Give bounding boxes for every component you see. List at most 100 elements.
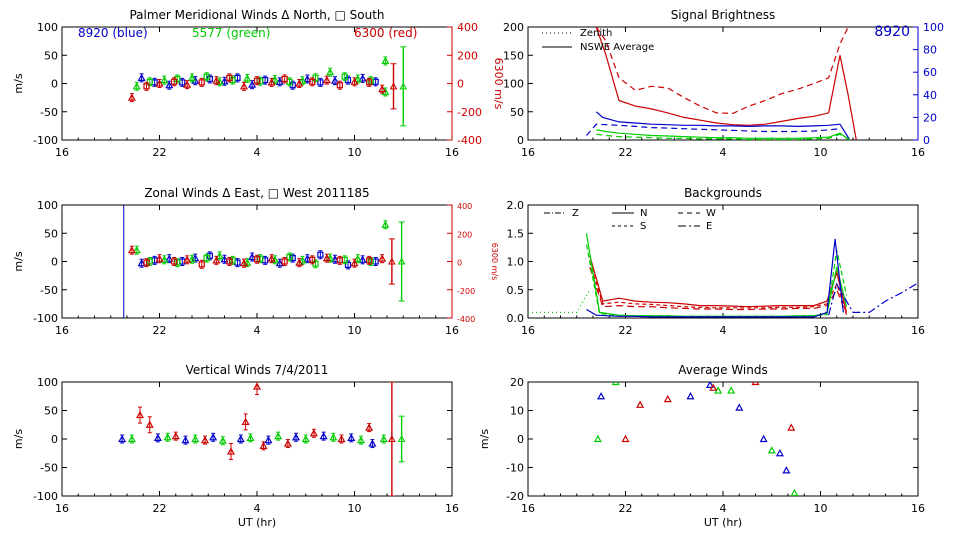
data-point-triangle: [322, 253, 331, 262]
data-point-triangle: [709, 383, 718, 391]
data-point-square: [344, 261, 352, 268]
data-point-triangle: [319, 431, 328, 440]
y2-tick-label: -400: [457, 134, 482, 147]
series-line: [528, 289, 591, 313]
y-tick-label: 100: [37, 199, 58, 212]
x-tick-label: 10: [348, 324, 362, 337]
y2-tick-label: -200: [457, 287, 475, 296]
data-point-triangle: [209, 433, 218, 441]
data-point-triangle: [248, 80, 257, 88]
y2-tick-label: 400: [457, 202, 472, 211]
average-panel: Average Winds 16 22 4 10 16 20 10 0 -10 -20 m/s UT (…: [478, 363, 925, 529]
y-tick-label: 0: [51, 256, 58, 269]
data-point-triangle: [137, 73, 146, 81]
x-tick-label: 10: [814, 146, 828, 159]
data-point-triangle: [246, 433, 255, 441]
data-point-triangle: [165, 254, 174, 262]
data-point-triangle: [358, 74, 367, 82]
x-tick-label: 22: [619, 502, 633, 515]
x-tick-label: 16: [445, 146, 459, 159]
y2-tick-label: 60: [923, 66, 937, 79]
legend-label: N: [640, 208, 647, 219]
data-point-triangle: [295, 258, 304, 266]
y-tick-label: 1.0: [507, 256, 525, 269]
y-tick-label: 50: [510, 106, 524, 119]
data-point-triangle: [160, 75, 169, 84]
data-point-triangle: [735, 403, 744, 411]
meridional-panel: Palmer Meridional Winds Δ North, □ South…: [12, 8, 505, 159]
data-point-triangle: [727, 386, 736, 394]
average-data: [593, 382, 799, 496]
data-point-triangle: [239, 82, 249, 90]
data-point-triangle: [790, 488, 799, 496]
data-point-square: [226, 258, 233, 265]
legend-label: NSWE Average: [580, 42, 654, 53]
y2-tick-label: 200: [457, 49, 478, 62]
data-point-triangle: [322, 75, 331, 84]
series-line: [589, 266, 848, 315]
average-title: Average Winds: [678, 363, 768, 377]
data-point-square: [281, 75, 288, 83]
data-point-triangle: [218, 436, 227, 444]
data-point-triangle: [171, 431, 180, 440]
data-point-triangle: [165, 80, 174, 89]
y2-tick-label: 20: [923, 111, 937, 124]
data-point-triangle: [330, 254, 340, 263]
data-point-triangle: [274, 431, 283, 440]
data-point-square: [257, 78, 264, 85]
data-point-triangle: [155, 79, 164, 87]
data-point-triangle: [259, 441, 268, 449]
data-point-triangle: [135, 410, 145, 419]
data-point-triangle: [705, 382, 715, 388]
series-line: [586, 123, 841, 136]
x-tick-label: 10: [814, 502, 828, 515]
data-point-triangle: [191, 253, 200, 262]
data-point-square: [309, 256, 316, 263]
data-point-triangle: [378, 84, 387, 93]
x-tick-label: 4: [254, 502, 261, 515]
backgrounds-plot-frame: [527, 204, 919, 319]
y2-tick-label: -200: [457, 106, 482, 119]
meridional-data: [127, 46, 408, 127]
data-point-triangle: [127, 434, 136, 443]
data-point-square: [143, 259, 150, 266]
data-point-square: [253, 256, 261, 263]
data-point-square: [229, 257, 236, 264]
y-tick-label: 0: [51, 78, 58, 91]
vertical-ylabel: m/s: [12, 429, 25, 449]
y-tick-label: 100: [37, 376, 58, 389]
data-point-square: [289, 255, 296, 262]
data-point-triangle: [132, 245, 141, 254]
data-point-triangle: [267, 78, 276, 86]
data-point-triangle: [264, 435, 273, 444]
x-tick-label: 4: [254, 324, 261, 337]
x-tick-label: 16: [445, 324, 459, 337]
vertical-panel: Vertical Winds 7/4/2011 16 22 4 10 16 100 50 0 -5…: [12, 363, 459, 529]
legend-label: 8920 (blue): [78, 26, 148, 40]
data-point-triangle: [153, 433, 162, 441]
x-tick-label: 16: [521, 146, 535, 159]
average-point: [397, 434, 406, 442]
data-point-triangle: [347, 433, 356, 441]
data-point-square: [198, 261, 205, 268]
zonal-ylabel-right: 6300 m/s: [490, 243, 499, 281]
data-point-triangle: [248, 252, 257, 261]
data-point-square: [226, 74, 233, 81]
series-line: [596, 133, 851, 140]
data-point-triangle: [329, 433, 338, 441]
data-point-square: [146, 258, 153, 265]
data-point-triangle: [220, 254, 229, 263]
data-point-square: [171, 258, 178, 265]
data-point-triangle: [155, 254, 164, 262]
data-point-triangle: [611, 382, 620, 386]
y-tick-label: -50: [40, 284, 58, 297]
data-point-triangle: [212, 256, 221, 264]
y-tick-label: -20: [506, 490, 524, 503]
data-point-triangle: [775, 448, 784, 457]
data-point-triangle: [787, 423, 796, 431]
data-point-triangle: [183, 255, 192, 263]
data-point-triangle: [298, 256, 307, 264]
y-tick-label: 0.0: [507, 312, 525, 325]
data-point-triangle: [636, 400, 645, 408]
meridional-ylabel-right: 6300 m/s: [492, 58, 505, 110]
